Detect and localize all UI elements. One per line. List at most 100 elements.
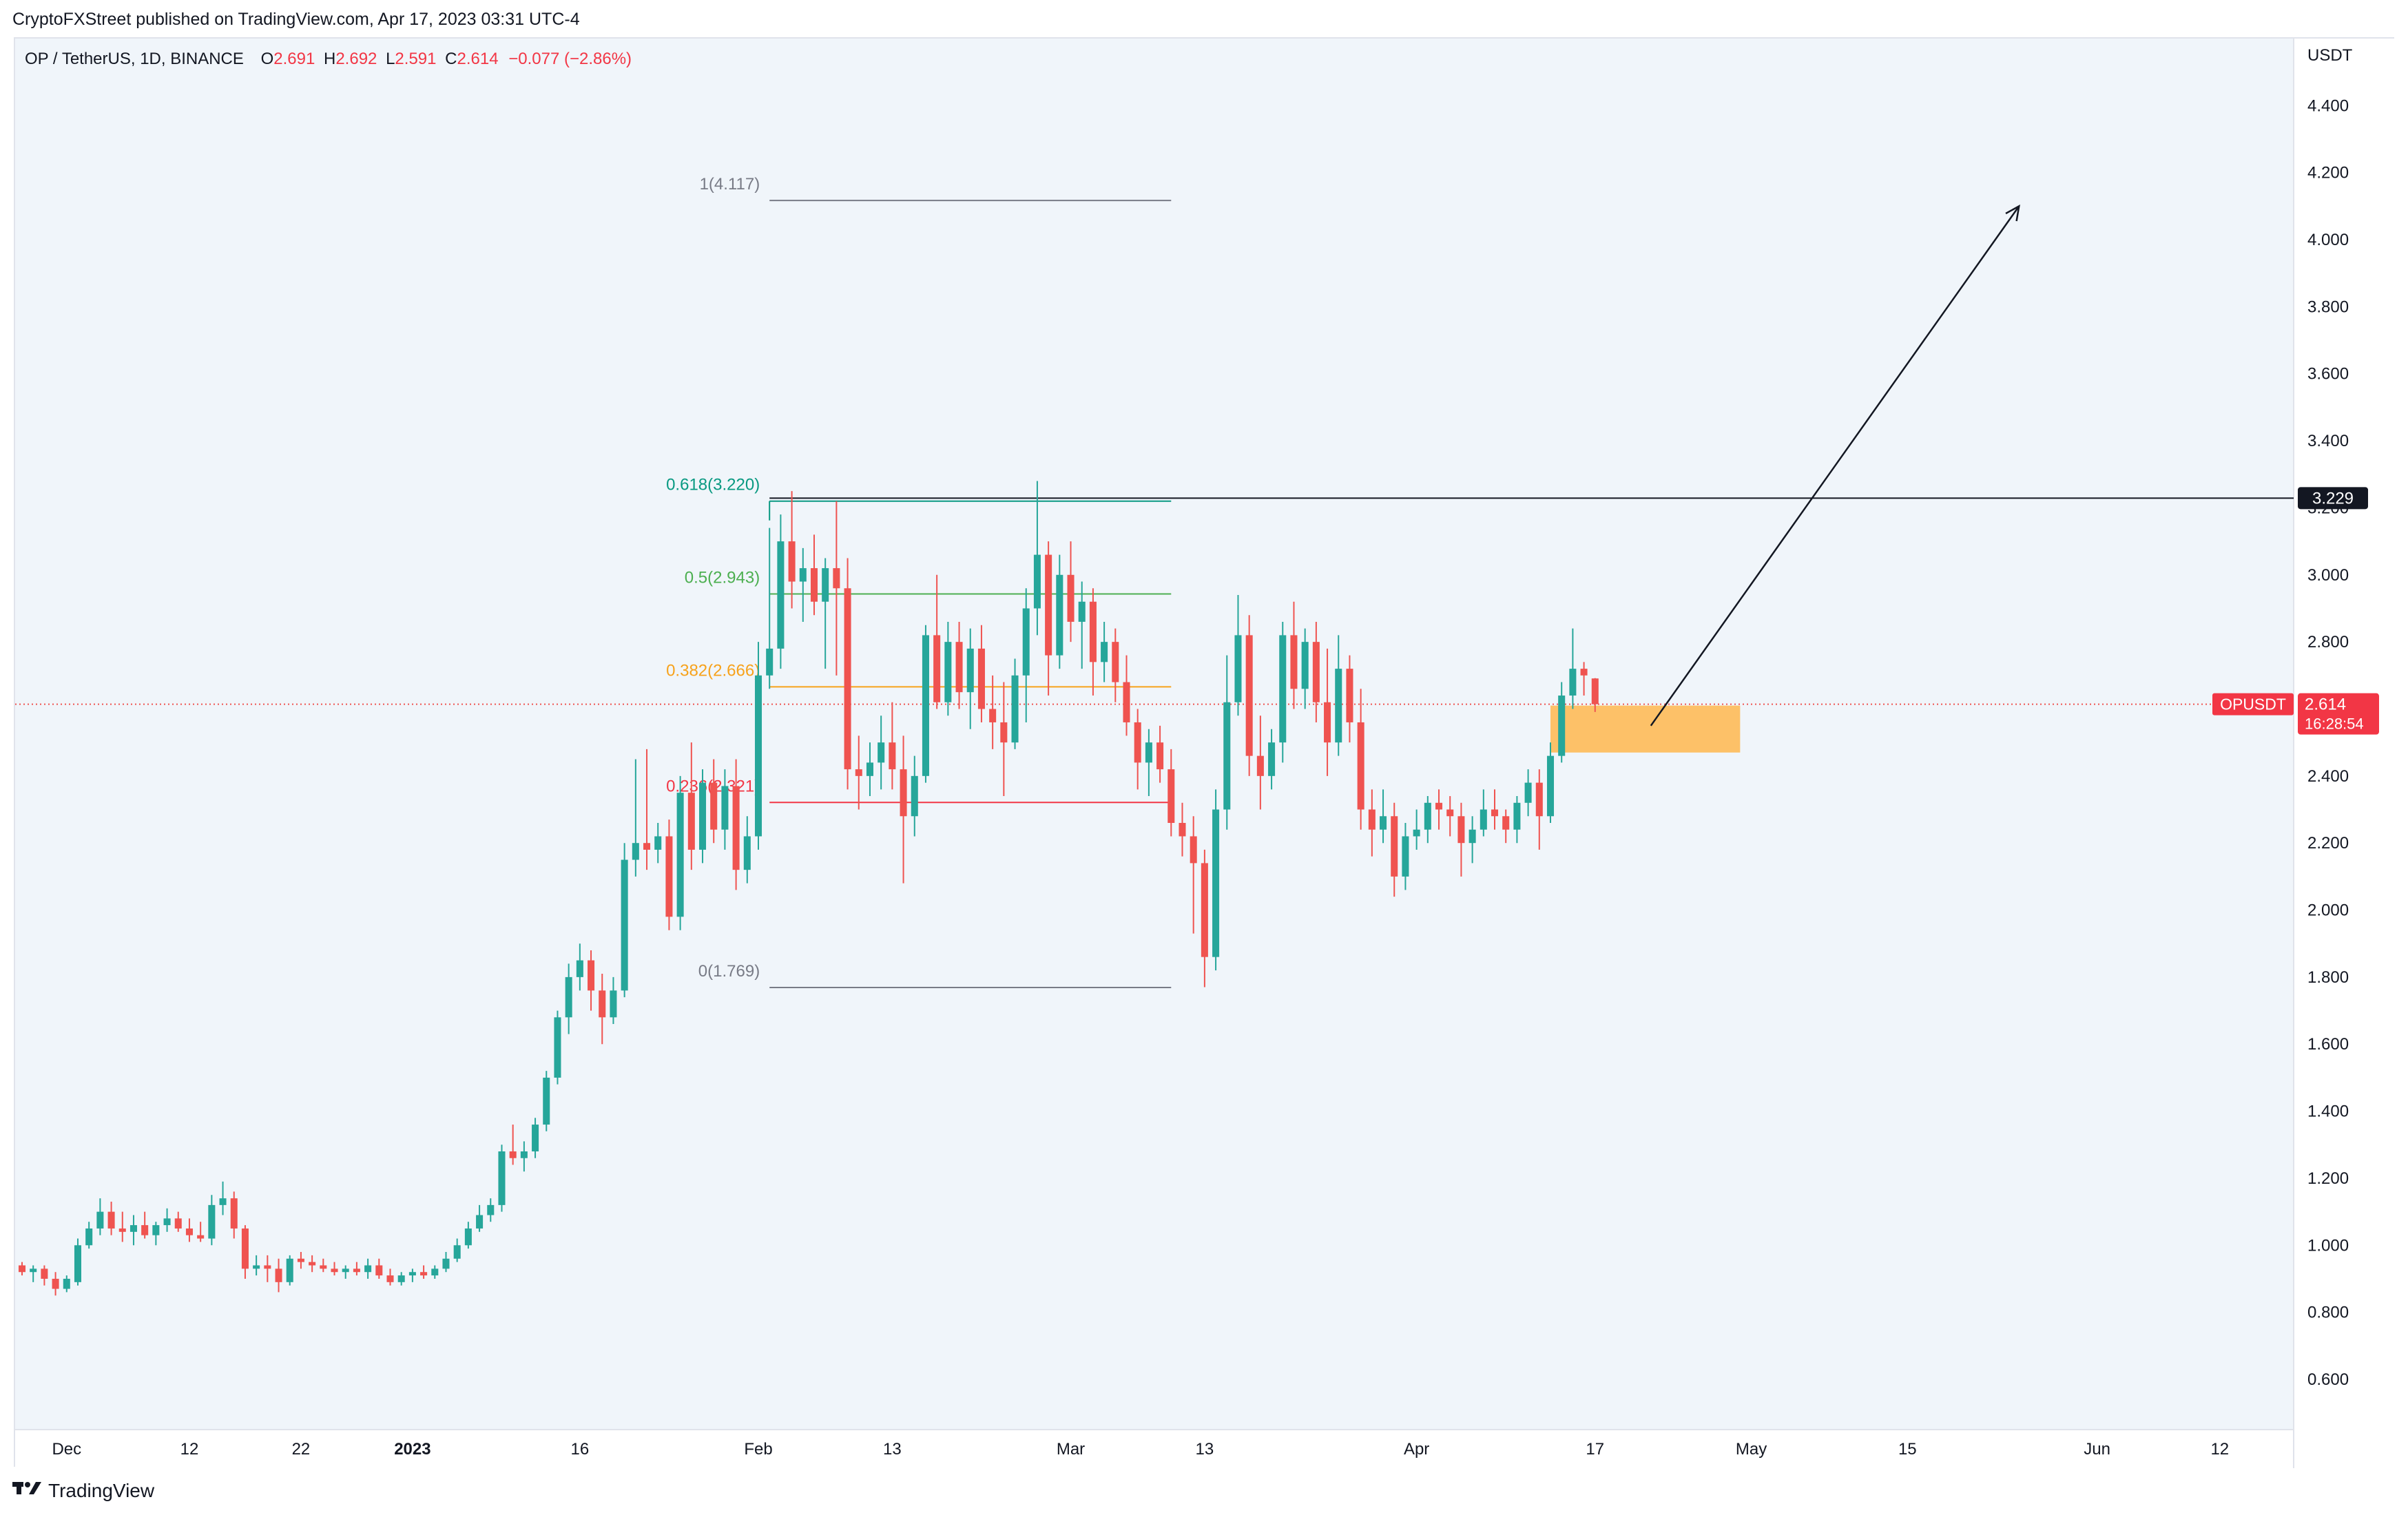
candle-body [63,1278,70,1289]
candle [241,1225,249,1279]
currency-label: USDT [2307,46,2353,65]
candle-body [977,648,985,709]
y-tick-label: 1.600 [2307,1035,2349,1054]
candle-body [1179,822,1186,837]
y-tick-label: 2.400 [2307,767,2349,786]
candle [397,1272,405,1286]
projection-arrow-line [1650,205,2020,727]
candle-body [1212,809,1220,957]
candle [1446,796,1454,837]
candle [152,1222,160,1246]
footer-brand[interactable]: TradingView [12,1479,154,1502]
candle [208,1195,216,1246]
candle-body [174,1218,182,1229]
candle [174,1211,182,1232]
candle-body [1067,574,1075,622]
candle-body [1413,829,1420,837]
candle-body [1402,836,1409,877]
candle [1056,554,1063,669]
candle-body [665,836,673,917]
symbol-name: OP / TetherUS, 1D, BINANCE [25,50,244,68]
y-tick-label: 1.800 [2307,968,2349,987]
projection-arrow-layer[interactable] [1650,205,2020,727]
candle-body [320,1265,327,1269]
candle-body [386,1275,394,1282]
candle [754,642,762,850]
candle-body [565,976,572,1018]
y-tick-label: 4.200 [2307,164,2349,182]
open-value: 2.691 [273,50,315,68]
candle [554,1010,561,1085]
y-tick-label: 2.200 [2307,834,2349,853]
candle [1067,541,1075,642]
candle [1078,581,1086,669]
candle-body [788,541,796,582]
candle-body [1279,635,1287,743]
candle-body [408,1272,416,1276]
x-tick-label: 16 [571,1440,590,1459]
candle [1569,628,1577,709]
candle-body [1290,635,1298,689]
candle-body [944,642,952,702]
candle-body [844,588,851,770]
x-tick-label: Jun [2084,1440,2110,1459]
candle-body [989,709,997,722]
candle [52,1272,59,1296]
candle-body [1123,682,1130,722]
candle-body [1167,769,1175,823]
candle [532,1118,539,1158]
candle [989,675,997,749]
current-price-badge-text: 2.614 [2305,696,2346,714]
candle [855,735,862,810]
candle-body [1435,802,1443,810]
symbol-legend: OP / TetherUS, 1D, BINANCE O2.691 H2.692… [25,50,632,69]
candle [866,742,873,797]
candles-layer[interactable] [18,481,1599,1296]
candle-body [241,1228,249,1269]
candle [219,1181,227,1215]
candle-body [922,635,929,776]
candle-body [1101,642,1108,662]
candle [1312,621,1320,722]
candle-body [743,836,751,870]
candle [1156,725,1164,783]
candle-body [554,1017,561,1078]
candle [1112,628,1119,702]
candle-body [85,1228,93,1246]
candle [833,501,840,676]
candle-body [230,1198,238,1229]
high-value: 2.692 [335,50,377,68]
candle [141,1211,149,1239]
candle [1045,541,1052,696]
candle-body [955,642,963,693]
candle [353,1262,360,1276]
candle [654,822,662,864]
candle [900,735,907,884]
candle [487,1198,495,1222]
x-tick-label: 12 [180,1440,199,1459]
candle-body [1468,829,1476,844]
candle-body [1089,601,1097,662]
candle-body [509,1151,517,1158]
candle-body [1368,809,1376,830]
candle [18,1262,26,1276]
candle-body [297,1258,304,1262]
chart-frame[interactable]: USDT 1(4.117) 0.618(3.220) 0.5(2.943) 0.382… [14,37,2396,1468]
candle [1535,769,1543,850]
low-label: L [386,50,395,68]
candle [643,749,651,870]
candle [588,950,595,1011]
candle-body [643,843,651,850]
time-axis-panel [15,1430,2294,1468]
candle-body [364,1265,372,1273]
candle [1256,715,1264,810]
candle-body [1000,722,1008,743]
candle-body [197,1235,205,1239]
price-chart[interactable]: USDT 1(4.117) 0.618(3.220) 0.5(2.943) 0.382… [15,39,2396,1468]
candle [777,514,785,669]
candle [197,1222,205,1242]
close-label: C [445,50,457,68]
candle-body [1580,669,1588,676]
candle [364,1258,372,1279]
candle-body [822,568,829,602]
